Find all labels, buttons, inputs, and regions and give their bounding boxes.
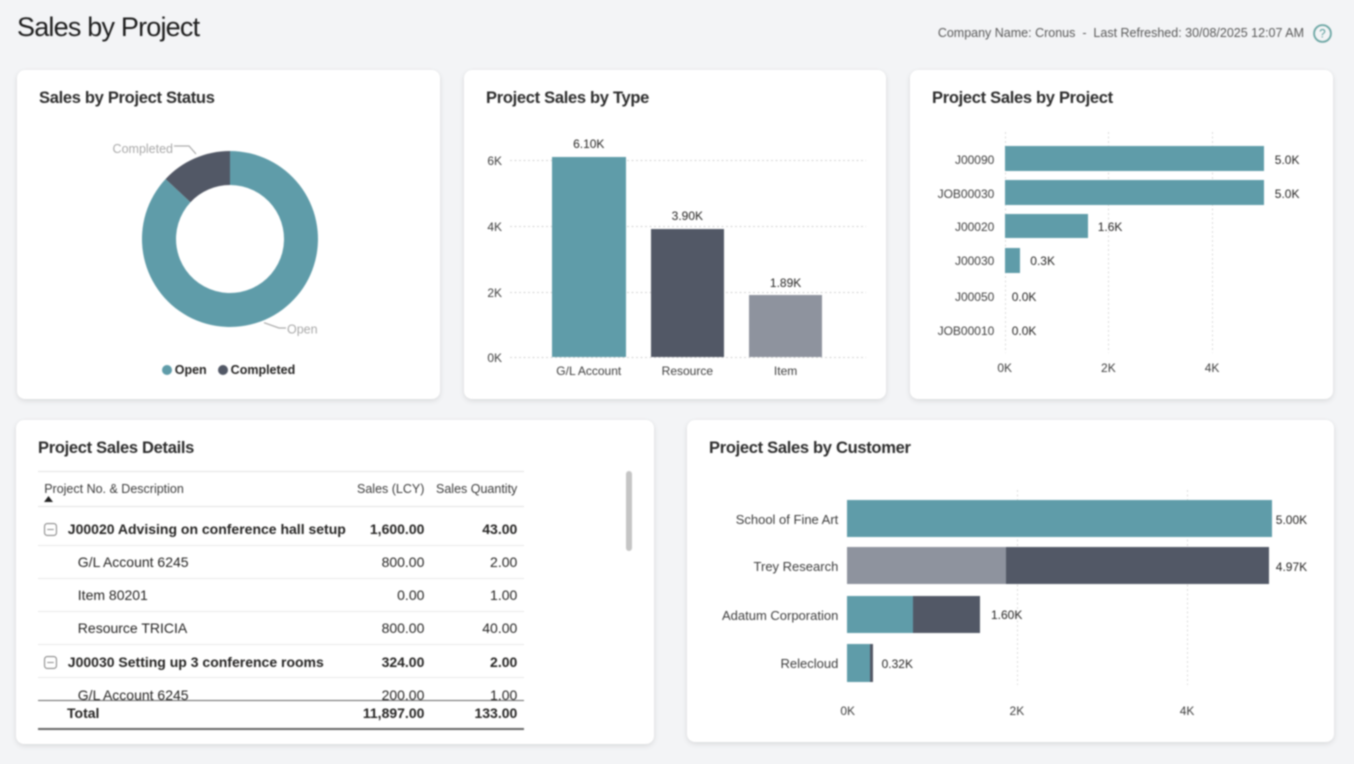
svg-text:Completed: Completed (113, 142, 173, 156)
svg-text:?: ? (1319, 28, 1325, 40)
svg-text:Open: Open (287, 323, 318, 337)
